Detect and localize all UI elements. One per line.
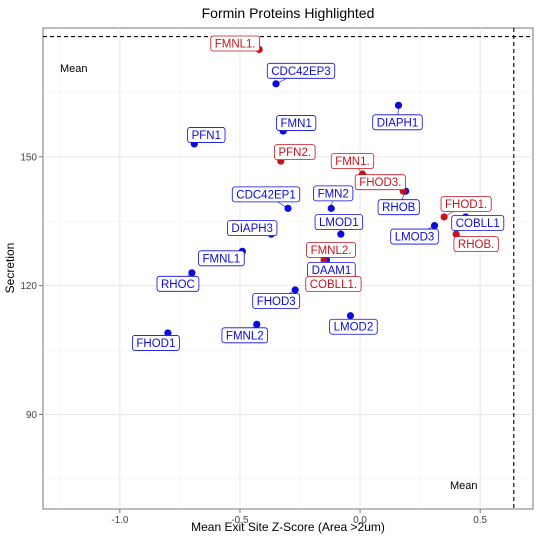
mean-label-top: Mean: [60, 63, 88, 75]
label-box: [330, 153, 375, 169]
point-label: FMN1.: [335, 156, 370, 168]
point-label: FMNL1: [203, 253, 241, 265]
point-label: COBLL1.: [310, 279, 357, 291]
label-box: [227, 220, 278, 237]
x-axis-ticks: -1.0 -0.5 0.0 0.5: [111, 509, 488, 526]
point-label: RHOC: [161, 279, 195, 291]
point-label: RHOB.: [458, 239, 494, 251]
point-label: DIAPH3: [231, 223, 273, 235]
x-tick-label: -0.5: [231, 515, 249, 526]
point-label: PFN2.: [278, 147, 311, 159]
y-tick-label: 150: [20, 152, 37, 163]
point-label: LMOD1: [319, 217, 359, 229]
y-tick-label: 120: [20, 281, 37, 292]
y-tick-label: 90: [26, 410, 38, 421]
label-box: [231, 186, 301, 203]
point-label: CDC42EP3: [271, 66, 330, 78]
point-label: PFN1: [192, 130, 221, 142]
label-box: [354, 174, 406, 191]
label-box: [372, 114, 423, 131]
x-axis-label: Mean Exit Site Z-Score (Area >2um): [191, 520, 385, 534]
label-box: [198, 250, 245, 267]
label-box: [306, 242, 356, 258]
x-tick-label: 0.0: [353, 515, 367, 526]
label-box: [314, 214, 364, 231]
plot-background: [42, 27, 534, 510]
point-label: FMNL1.: [215, 38, 256, 50]
data-point: [430, 221, 439, 230]
mean-lines: [43, 28, 533, 509]
x-tick-label: 0.5: [473, 515, 487, 526]
chart-title: Formin Proteins Highlighted: [202, 5, 375, 21]
x-tick-label: -1.0: [111, 515, 129, 526]
point-label: FMNL2: [226, 330, 264, 342]
point-label: LMOD2: [334, 322, 374, 334]
point-label: CDC42EP1: [236, 189, 295, 201]
label-box: [156, 275, 200, 292]
label-box: [453, 236, 499, 253]
label-box: [132, 335, 180, 351]
label-box: [440, 196, 492, 212]
point-labels: CDC42EP3 DIAPH1 FMN1 PFN1 RHOB CDC42EP1 FMN2 CO…: [132, 35, 505, 351]
label-box: [187, 127, 226, 143]
label-box: [390, 228, 439, 245]
label-box: [274, 144, 316, 161]
point-label: COBLL1: [456, 218, 500, 230]
label-box: [305, 276, 362, 292]
label-box: [313, 185, 354, 202]
y-axis-ticks: 90 120 150: [20, 152, 43, 421]
label-box: [221, 327, 269, 344]
label-box: [329, 318, 378, 335]
point-label: FHOD3.: [359, 177, 401, 189]
y-axis-label: Secretion: [3, 243, 17, 294]
point-label: FHOD1: [136, 338, 175, 350]
point-label: RHOB: [382, 202, 416, 214]
point-label: DIAPH1: [377, 117, 419, 129]
point-label: FMN2: [318, 188, 349, 200]
mean-label-bottom: Mean: [450, 480, 478, 492]
label-box: [377, 199, 420, 216]
point-label: DAAM1: [312, 265, 352, 277]
label-box: [276, 115, 317, 131]
label-box: [252, 293, 301, 309]
point-label: FMN1: [281, 118, 312, 130]
point-label: FMNL2.: [311, 245, 352, 257]
point-label: FHOD3: [257, 296, 296, 308]
label-box: [451, 215, 505, 231]
grid-lines: [43, 28, 533, 509]
point-label: LMOD3: [395, 232, 435, 244]
label-box: [266, 62, 336, 79]
point-label: FHOD1.: [445, 199, 487, 211]
label-box: [210, 35, 261, 52]
